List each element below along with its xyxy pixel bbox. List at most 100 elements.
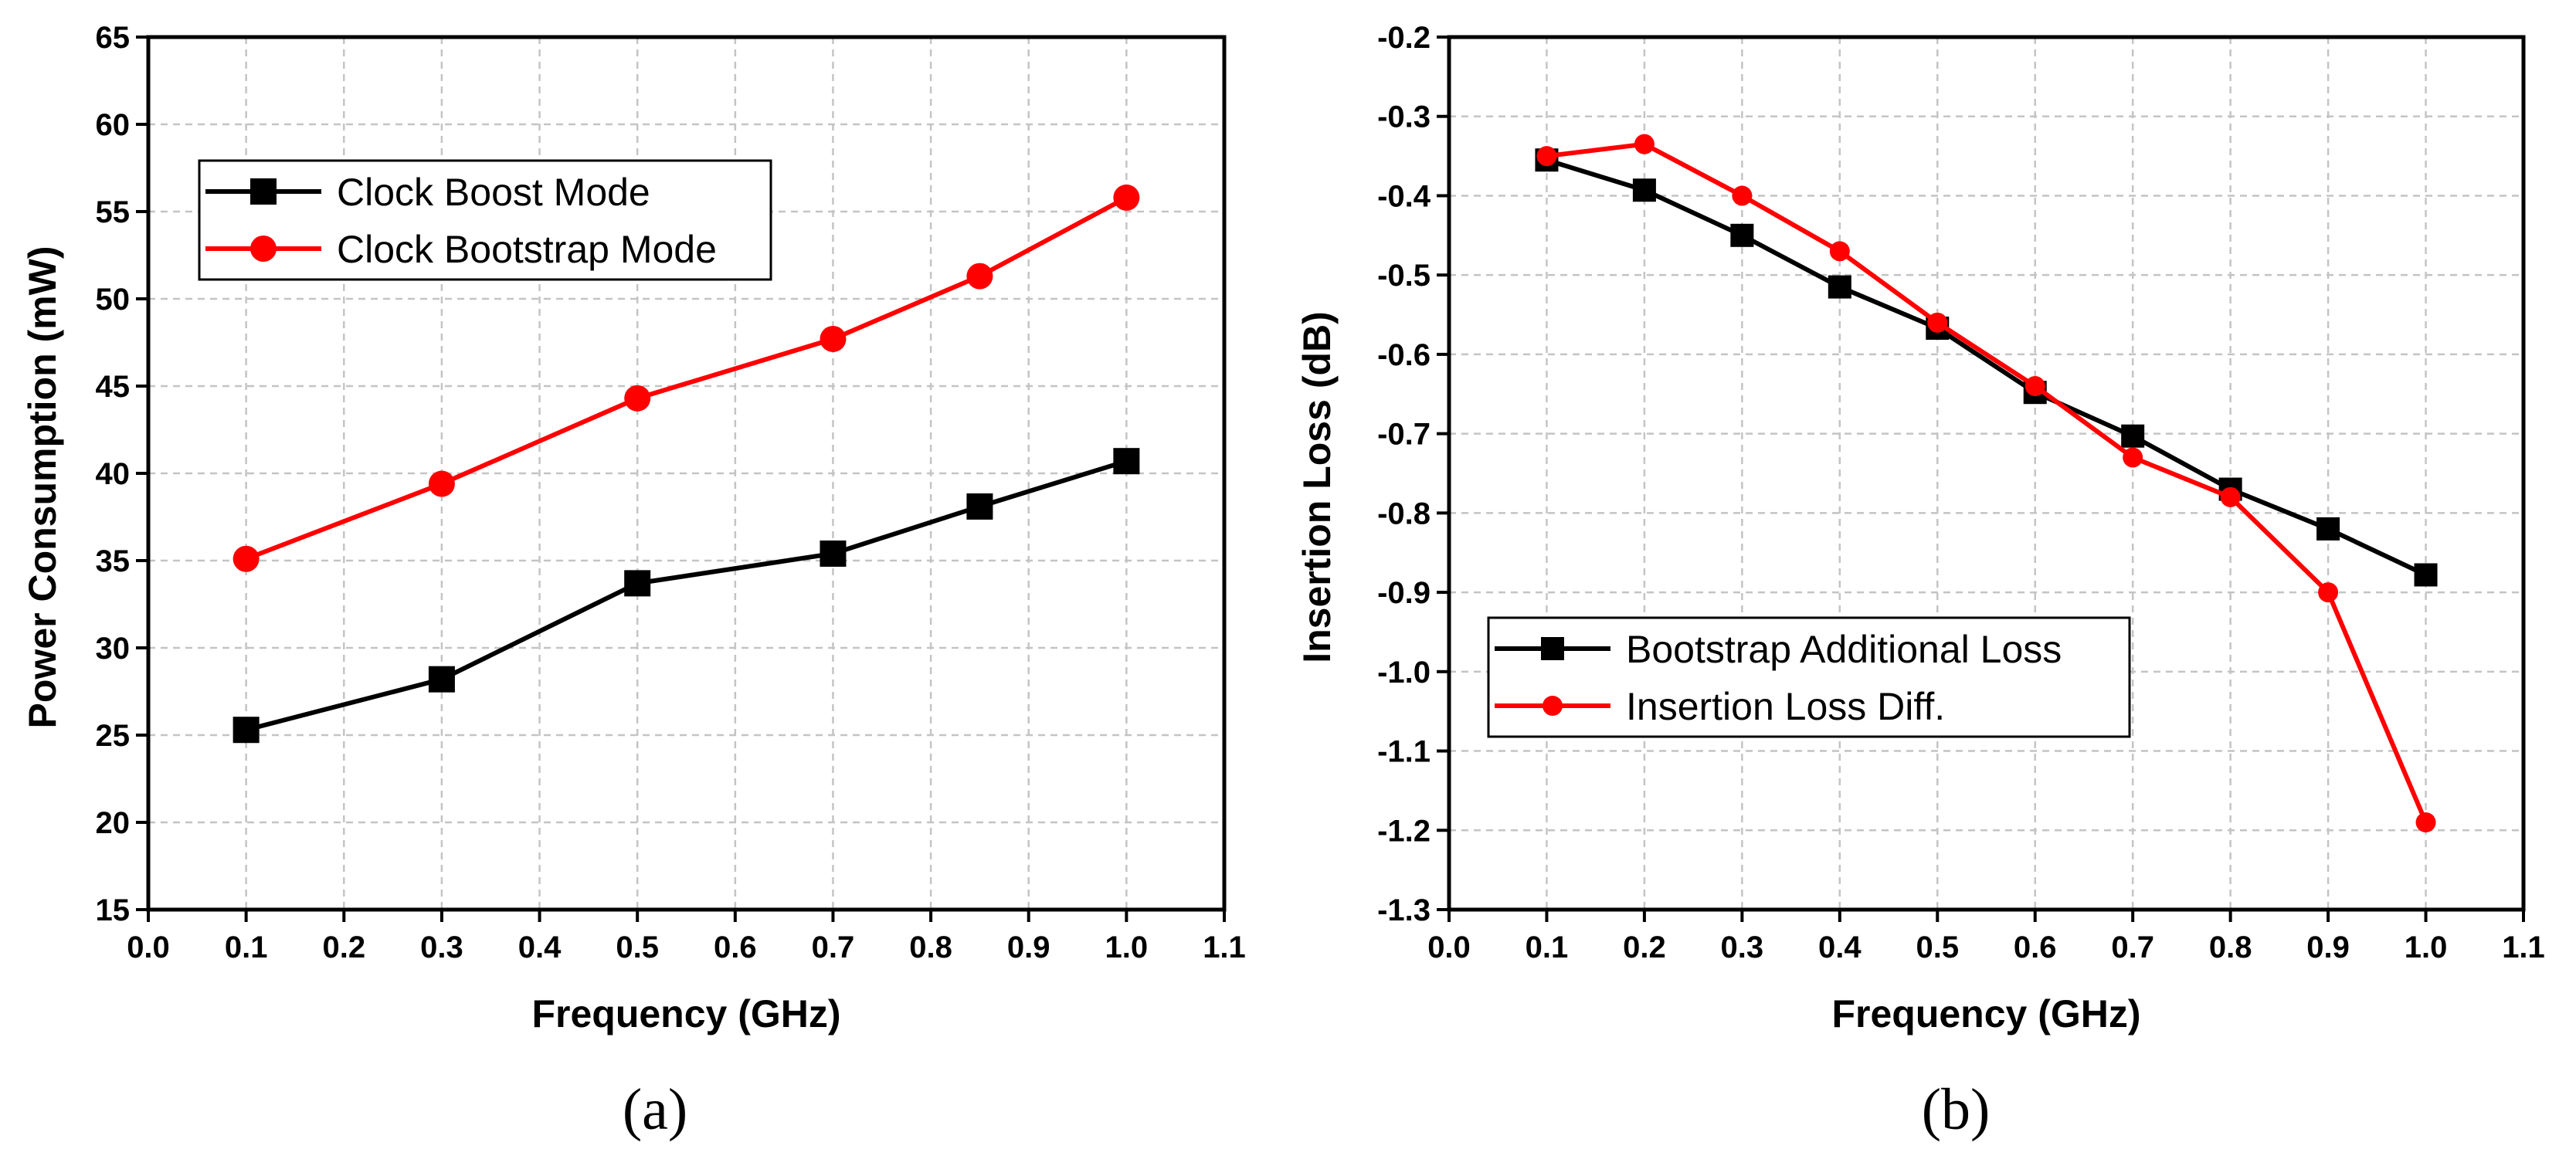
data-point-circle — [2318, 582, 2339, 603]
data-point-square — [232, 717, 260, 744]
data-point-square — [1632, 178, 1656, 202]
x-tick-label: 0.2 — [1623, 930, 1666, 964]
figure-caption: (a) — [623, 1077, 687, 1142]
y-tick-label: 55 — [96, 195, 131, 229]
plot-frame — [1447, 35, 2526, 912]
y-tick-label: -1.1 — [1377, 735, 1431, 769]
legend-label: Clock Bootstrap Mode — [337, 228, 717, 271]
y-axis-title: Power Consumption (mW) — [21, 246, 64, 729]
data-point-circle — [232, 545, 260, 572]
x-tick-label: 0.7 — [2111, 930, 2154, 964]
grid — [1449, 37, 2523, 910]
data-point-square — [2316, 517, 2340, 541]
data-point-circle — [966, 263, 993, 290]
x-tick-label: 0.7 — [812, 930, 855, 964]
y-tick-label: -1.2 — [1377, 814, 1431, 848]
legend-label: Bootstrap Additional Loss — [1626, 628, 2062, 671]
y-tick-label: 20 — [96, 806, 131, 840]
chart-b-insertion-loss: 0.0 0.1 0.2 0.3 0.4 0.5 0.6 0.7 0.8 0.9 1.0 1.1 -1.3… — [1295, 21, 2545, 1142]
data-point-square — [2414, 563, 2438, 587]
x-tick-label: 0.1 — [1526, 930, 1569, 964]
y-tick-label: 35 — [96, 544, 131, 578]
x-tick-label: 0.8 — [2209, 930, 2252, 964]
y-axis-ticks: -1.3 -1.2 -1.1 -1.0 -0.9 -0.8 -0.7 -0.6 -0.5 -0.4… — [1377, 21, 1449, 927]
y-tick-label: 60 — [96, 108, 131, 142]
series-line — [245, 459, 1128, 733]
y-tick-label: -0.9 — [1377, 576, 1431, 610]
y-tick-label: -0.7 — [1377, 418, 1431, 452]
series-line — [1546, 158, 2427, 578]
data-point-circle — [428, 470, 455, 497]
x-tick-label: 0.0 — [127, 930, 170, 964]
x-axis-title: Frequency (GHz) — [1831, 992, 2140, 1035]
legend-entry: Bootstrap Additional Loss — [1495, 628, 2062, 671]
y-axis-ticks: 15 20 25 30 35 40 45 50 55 60 65 — [96, 21, 148, 927]
data-point-circle — [820, 325, 847, 352]
legend: Clock Boost Mode Clock Bootstrap Mode — [198, 159, 772, 281]
x-tick-label: 0.3 — [1721, 930, 1764, 964]
data-point-circle — [624, 385, 651, 412]
x-tick-label: 0.1 — [225, 930, 268, 964]
legend-entry: Insertion Loss Diff. — [1495, 685, 1945, 728]
series-red — [1536, 134, 2436, 832]
x-tick-label: 0.2 — [322, 930, 365, 964]
y-tick-label: 45 — [96, 370, 131, 404]
legend-label: Insertion Loss Diff. — [1626, 685, 1945, 728]
x-tick-label: 0.6 — [2014, 930, 2057, 964]
x-tick-label: 0.3 — [420, 930, 463, 964]
y-tick-label: 50 — [96, 283, 131, 317]
data-point-circle — [2123, 447, 2143, 468]
series-red — [232, 184, 1140, 572]
y-tick-label: 25 — [96, 719, 131, 753]
x-tick-label: 0.8 — [909, 930, 952, 964]
x-tick-label: 0.9 — [1007, 930, 1050, 964]
data-point-square — [250, 178, 277, 205]
y-tick-label: -0.8 — [1377, 497, 1431, 530]
legend-label: Clock Boost Mode — [337, 171, 650, 214]
data-point-circle — [250, 236, 277, 262]
y-tick-label: -0.6 — [1377, 338, 1431, 372]
data-point-circle — [1829, 241, 1850, 262]
data-point-square — [820, 540, 847, 567]
series-line — [1546, 141, 2428, 824]
x-axis-title: Frequency (GHz) — [531, 992, 840, 1035]
y-tick-label: -0.3 — [1377, 100, 1431, 134]
data-point-circle — [2415, 812, 2436, 832]
x-tick-label: 0.4 — [1818, 930, 1862, 964]
x-tick-label: 1.0 — [2405, 930, 2448, 964]
data-point-circle — [1543, 696, 1563, 716]
data-point-square — [1730, 223, 1754, 247]
y-axis-title: Insertion Loss (dB) — [1295, 311, 1339, 663]
legend-box — [1487, 616, 2131, 738]
y-tick-label: -0.4 — [1377, 179, 1431, 213]
x-tick-label: 1.0 — [1105, 930, 1149, 964]
legend: Bootstrap Additional Loss Insertion Loss … — [1487, 616, 2131, 738]
data-point-circle — [2024, 376, 2045, 396]
series-black — [232, 448, 1140, 744]
data-point-circle — [1732, 185, 1753, 206]
y-tick-label: 65 — [96, 21, 131, 55]
data-point-square — [1828, 275, 1851, 299]
legend-entry: Clock Bootstrap Mode — [205, 228, 717, 271]
x-axis-ticks: 0.0 0.1 0.2 0.3 0.4 0.5 0.6 0.7 0.8 0.9 1.0 1.1 — [1427, 910, 2545, 964]
x-tick-label: 0.6 — [714, 930, 757, 964]
series-line — [245, 195, 1128, 561]
x-tick-label: 0.9 — [2306, 930, 2350, 964]
x-tick-label: 1.1 — [2502, 930, 2545, 964]
y-tick-label: -0.5 — [1377, 259, 1431, 293]
data-point-square — [2121, 424, 2145, 448]
x-tick-label: 0.5 — [616, 930, 659, 964]
y-tick-label: 40 — [96, 457, 131, 491]
x-tick-label: 0.5 — [1916, 930, 1959, 964]
x-tick-label: 0.4 — [518, 930, 562, 964]
x-tick-label: 0.0 — [1427, 930, 1471, 964]
data-point-square — [966, 493, 993, 520]
chart-a-power-consumption: 0.0 0.1 0.2 0.3 0.4 0.5 0.6 0.7 0.8 0.9 1.0 1.1 15 20… — [21, 21, 1246, 1142]
y-tick-label: 15 — [96, 893, 131, 927]
y-tick-label: -0.2 — [1377, 21, 1431, 55]
y-tick-label: -1.0 — [1377, 656, 1431, 690]
y-tick-label: 30 — [96, 632, 131, 666]
data-point-circle — [1927, 312, 1948, 333]
x-axis-ticks: 0.0 0.1 0.2 0.3 0.4 0.5 0.6 0.7 0.8 0.9 1.0 1.1 — [127, 910, 1246, 964]
data-point-circle — [1634, 134, 1655, 154]
